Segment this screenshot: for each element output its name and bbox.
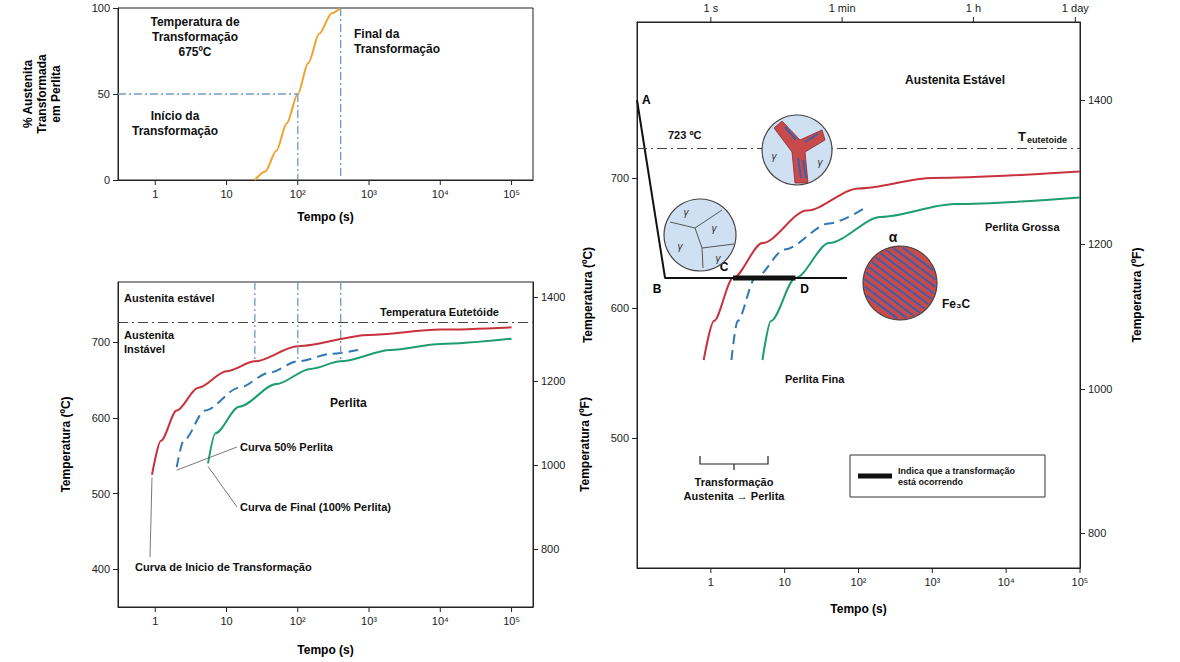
svg-text:1: 1 [708,576,714,588]
svg-text:Austenita → Perlita: Austenita → Perlita [684,490,786,502]
svg-text:Curva de Final (100% Perlita): Curva de Final (100% Perlita) [240,501,391,513]
svg-text:1000: 1000 [541,459,565,471]
svg-text:10⁴: 10⁴ [432,188,449,200]
svg-text:γ: γ [678,241,684,252]
svg-text:Temperatura de: Temperatura de [150,15,239,29]
svg-text:está ocorrendo: está ocorrendo [898,477,964,487]
svg-text:Fe₃C: Fe₃C [942,297,971,311]
svg-text:Final da: Final da [354,27,400,41]
svg-text:γ: γ [716,253,722,264]
svg-text:800: 800 [1088,527,1106,539]
svg-text:1 h: 1 h [966,2,981,14]
svg-text:700: 700 [611,172,629,184]
svg-text:Tempo (s): Tempo (s) [830,602,886,616]
svg-text:em Perlita: em Perlita [49,65,63,123]
svg-text:723 ºC: 723 ºC [668,129,701,141]
svg-text:Austenita: Austenita [124,329,175,341]
svg-text:eutetoide: eutetoide [1027,135,1067,145]
svg-text:1 s: 1 s [703,2,718,14]
svg-text:γ: γ [818,157,824,168]
svg-text:Transformação: Transformação [152,30,238,44]
svg-text:1400: 1400 [1088,94,1112,106]
svg-text:D: D [800,282,809,296]
svg-text:10³: 10³ [924,576,940,588]
svg-text:Austenita Estável: Austenita Estável [905,73,1005,87]
svg-text:Temperatura (ºF): Temperatura (ºF) [1130,248,1144,343]
svg-text:0: 0 [104,174,110,186]
svg-text:Perlita Grossa: Perlita Grossa [985,221,1060,233]
svg-text:10⁴: 10⁴ [998,576,1015,588]
svg-text:Austenita estável: Austenita estável [124,292,214,304]
svg-text:1: 1 [152,188,158,200]
svg-text:600: 600 [92,412,110,424]
svg-text:1200: 1200 [1088,238,1112,250]
svg-text:α: α [889,229,898,245]
svg-text:1400: 1400 [541,291,565,303]
svg-text:675ºC: 675ºC [178,45,211,59]
svg-text:10³: 10³ [361,615,377,627]
svg-text:10⁵: 10⁵ [1072,576,1089,588]
svg-text:10: 10 [779,576,791,588]
svg-text:Instável: Instável [124,343,165,355]
svg-text:Tempo (s): Tempo (s) [297,643,353,657]
svg-text:γ: γ [772,151,778,162]
svg-text:10⁴: 10⁴ [432,615,449,627]
svg-text:10: 10 [220,615,232,627]
svg-text:Tempo (s): Tempo (s) [297,210,353,224]
svg-text:Perlita: Perlita [330,396,367,410]
svg-text:10⁵: 10⁵ [503,188,520,200]
svg-text:10³: 10³ [361,188,377,200]
svg-text:500: 500 [92,488,110,500]
svg-text:Temperatura (ºF): Temperatura (ºF) [578,397,592,492]
svg-text:Curva 50% Perlita: Curva 50% Perlita [240,441,334,453]
svg-text:Indica que a transformação: Indica que a transformação [898,466,1016,476]
svg-text:Temperatura Eutetóide: Temperatura Eutetóide [380,306,499,318]
svg-text:400: 400 [92,563,110,575]
svg-text:1 min: 1 min [829,2,856,14]
svg-text:Transformação: Transformação [695,476,774,488]
svg-text:10²: 10² [851,576,867,588]
svg-text:T: T [1018,129,1026,144]
svg-text:10²: 10² [290,188,306,200]
svg-text:1 day: 1 day [1062,2,1089,14]
svg-text:1200: 1200 [541,375,565,387]
svg-text:Perlita Fina: Perlita Fina [785,373,845,385]
svg-text:Temperatura (ºC): Temperatura (ºC) [581,247,595,343]
svg-text:600: 600 [611,302,629,314]
svg-text:Temperatura (ºC): Temperatura (ºC) [59,396,73,492]
svg-text:Transformação: Transformação [132,124,218,138]
svg-text:10²: 10² [290,615,306,627]
svg-text:C: C [719,260,729,275]
svg-text:A: A [642,93,651,107]
svg-text:50: 50 [98,88,110,100]
svg-text:800: 800 [541,543,559,555]
svg-text:Transformada: Transformada [35,54,49,134]
svg-text:500: 500 [611,432,629,444]
svg-text:γ: γ [684,207,690,218]
svg-text:γ: γ [712,223,718,234]
svg-text:Curva de Inicio de Transformaç: Curva de Inicio de Transformação [135,561,312,573]
svg-text:B: B [653,282,662,296]
svg-text:700: 700 [92,336,110,348]
svg-text:Início da: Início da [151,109,200,123]
svg-text:10: 10 [220,188,232,200]
svg-text:1000: 1000 [1088,383,1112,395]
svg-text:1: 1 [152,615,158,627]
svg-text:100: 100 [92,2,110,14]
svg-text:10⁵: 10⁵ [503,615,520,627]
svg-text:Transformação: Transformação [354,42,440,56]
svg-text:% Austenita: % Austenita [21,60,35,129]
